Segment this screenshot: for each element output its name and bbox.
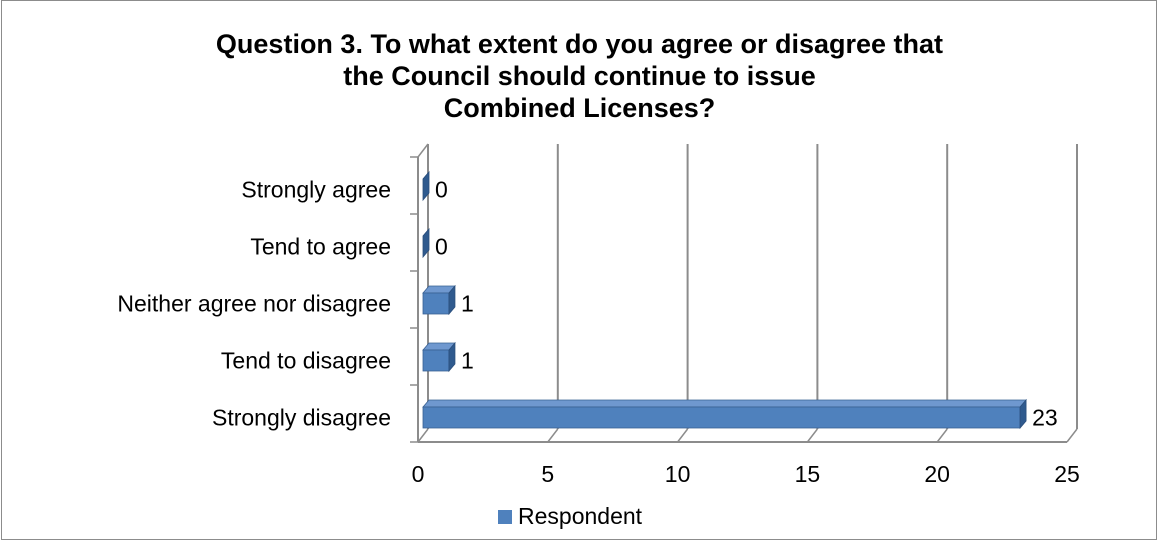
x-tick-label: 15 (795, 461, 821, 487)
legend-label: Respondent (518, 503, 643, 529)
gridline-floor (936, 428, 948, 443)
gridline-floor (806, 428, 818, 443)
bar (422, 349, 450, 372)
data-label: 1 (461, 348, 474, 374)
chart-title-line-3: Combined Licenses? (443, 93, 716, 123)
category-label: Tend to disagree (221, 348, 391, 374)
data-label: 0 (435, 177, 448, 203)
legend: Respondent (498, 503, 642, 530)
x-tick-label: 25 (1054, 461, 1080, 487)
axes (410, 143, 1067, 443)
bar (422, 292, 450, 315)
category-label: Strongly disagree (212, 405, 391, 431)
bar-top-face (422, 399, 1027, 408)
category-label: Strongly agree (241, 177, 391, 203)
gridline-floor (1066, 428, 1078, 443)
chart-title-line-1: Question 3. To what extent do you agree … (215, 29, 944, 59)
x-tick-label: 20 (924, 461, 950, 487)
labels: 0 5 10 15 20 25 0 Strongly agree 0 Tend to agree 1… (117, 177, 1079, 488)
x-tick-label: 5 (541, 461, 554, 487)
bar (422, 406, 1021, 429)
wall-top-edge (417, 143, 429, 158)
bars (422, 170, 1027, 430)
category-label: Tend to agree (250, 234, 391, 260)
gridlines (417, 144, 1078, 443)
bar-side-face (448, 341, 456, 373)
x-tick-label: 10 (665, 461, 691, 487)
data-label: 1 (461, 291, 474, 317)
chart-title: Question 3. To what extent do you agree … (0, 28, 1159, 124)
bar-side-face (422, 227, 430, 259)
chart-title-line-2: the Council should continue to issue (343, 61, 816, 91)
gridline-floor (547, 428, 559, 443)
bar-side-face (448, 284, 456, 316)
gridline-floor (417, 428, 429, 443)
data-label: 23 (1032, 405, 1058, 431)
bar-side-face (422, 170, 430, 202)
legend-swatch (498, 509, 512, 524)
category-label: Neither agree nor disagree (117, 291, 391, 317)
gridline-floor (677, 428, 689, 443)
x-tick-label: 0 (412, 461, 425, 487)
data-label: 0 (435, 234, 448, 260)
bar-side-face (1019, 398, 1027, 430)
